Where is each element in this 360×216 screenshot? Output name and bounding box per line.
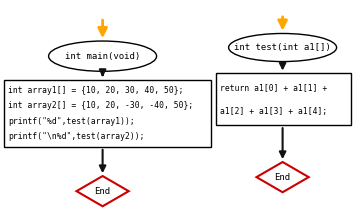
Text: int array2[] = {10, 20, -30, -40, 50};: int array2[] = {10, 20, -30, -40, 50}; xyxy=(8,101,193,110)
Text: End: End xyxy=(95,187,111,196)
FancyBboxPatch shape xyxy=(216,73,351,125)
Polygon shape xyxy=(256,162,309,192)
Text: printf("\n%d",test(array2));: printf("\n%d",test(array2)); xyxy=(8,132,144,141)
Text: End: End xyxy=(275,173,291,182)
Text: int array1[] = {10, 20, 30, 40, 50};: int array1[] = {10, 20, 30, 40, 50}; xyxy=(8,86,183,95)
Text: int test(int a1[]): int test(int a1[]) xyxy=(234,43,331,52)
FancyBboxPatch shape xyxy=(4,80,211,147)
Text: return a1[0] + a1[1] +: return a1[0] + a1[1] + xyxy=(220,83,328,92)
Text: int main(void): int main(void) xyxy=(65,52,140,61)
Ellipse shape xyxy=(229,33,337,62)
Ellipse shape xyxy=(49,41,157,71)
Text: printf("%d",test(array1));: printf("%d",test(array1)); xyxy=(8,117,135,126)
Text: a1[2] + a1[3] + a1[4];: a1[2] + a1[3] + a1[4]; xyxy=(220,106,328,116)
Polygon shape xyxy=(76,176,129,206)
